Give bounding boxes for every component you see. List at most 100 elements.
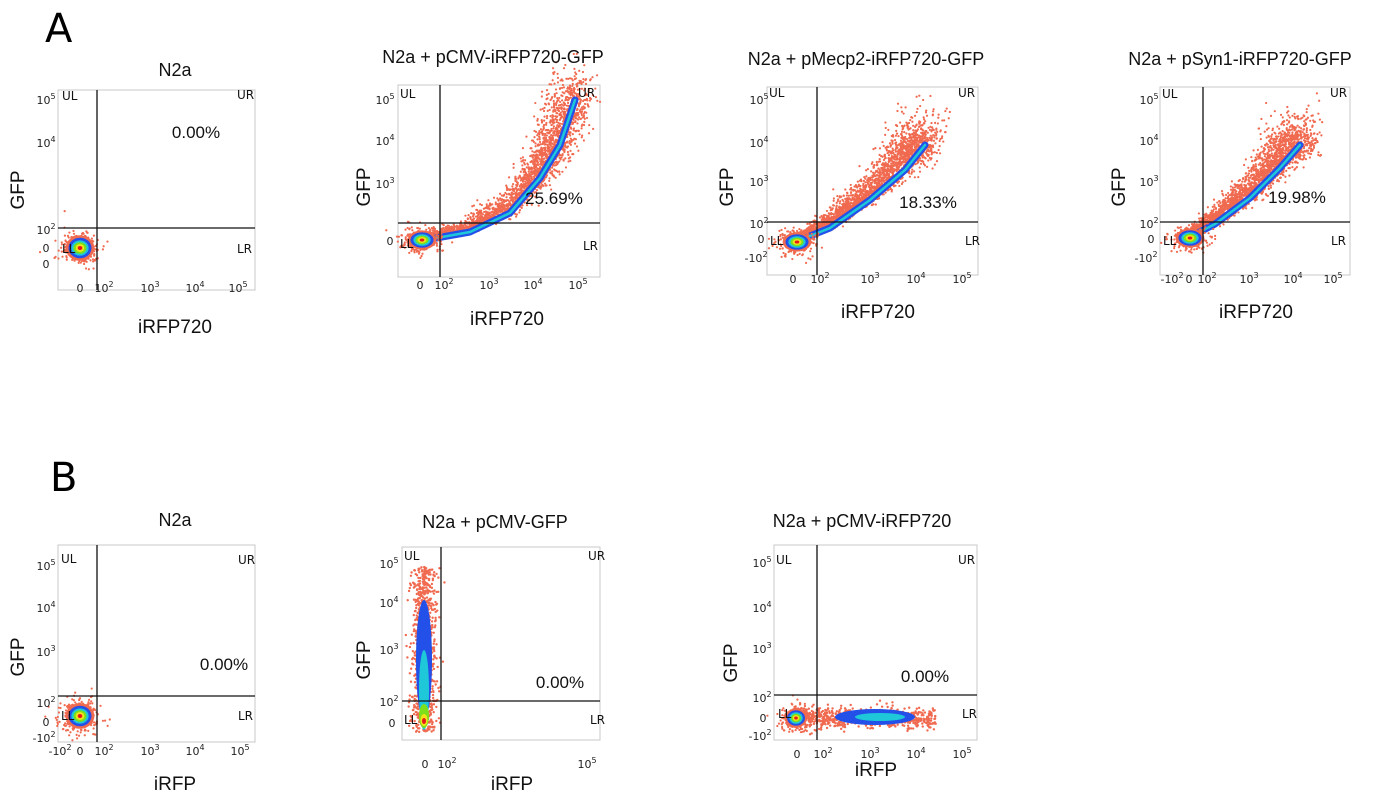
event-dot — [555, 115, 558, 119]
event-dot — [540, 148, 544, 152]
event-dot — [560, 78, 563, 81]
event-dot — [878, 153, 881, 156]
event-dot — [539, 165, 542, 169]
event-dot — [552, 110, 555, 113]
event-dot — [505, 203, 508, 206]
density-contour — [419, 238, 425, 242]
event-dot — [558, 156, 561, 160]
event-dot — [573, 142, 577, 145]
event-dot — [521, 180, 525, 183]
event-dot — [900, 130, 904, 133]
event-dot — [72, 229, 75, 233]
event-dot — [529, 170, 532, 174]
y-tick-label: 104 — [375, 133, 394, 148]
event-dot — [930, 139, 933, 142]
event-dot — [581, 70, 585, 74]
density-contour — [77, 245, 83, 251]
event-dot — [494, 203, 497, 206]
event-dot — [884, 133, 887, 136]
event-dot — [564, 157, 567, 160]
event-dot — [530, 166, 533, 169]
event-dot — [463, 226, 466, 229]
event-dot — [534, 101, 537, 105]
event-dot — [559, 122, 562, 125]
event-dot — [545, 154, 548, 158]
event-dot — [446, 227, 449, 230]
event-dot — [545, 121, 548, 125]
event-dot — [543, 182, 547, 185]
event-dot — [539, 153, 543, 157]
event-dot — [545, 117, 549, 120]
event-dot — [554, 88, 558, 91]
event-dot — [505, 196, 508, 199]
event-dot — [539, 143, 542, 146]
event-dot — [901, 128, 904, 131]
event-dot — [547, 92, 550, 96]
event-dot — [501, 203, 504, 206]
event-dot — [538, 149, 542, 152]
event-dot — [571, 133, 574, 136]
quadrant-percentage: 25.69% — [525, 189, 583, 208]
event-dot — [532, 158, 535, 161]
event-dot — [518, 209, 522, 212]
event-dot — [543, 157, 546, 160]
event-dot — [563, 102, 566, 105]
event-dot — [545, 184, 548, 187]
event-dot — [521, 177, 524, 180]
event-dot — [895, 124, 898, 127]
x-tick-label: 0 — [77, 282, 84, 295]
event-dot — [846, 192, 849, 195]
event-dot — [938, 152, 942, 155]
event-dot — [441, 235, 444, 238]
event-dot — [566, 140, 569, 143]
event-dot — [67, 236, 70, 239]
event-dot — [532, 153, 535, 157]
event-dot — [85, 230, 88, 233]
event-dot — [548, 138, 551, 141]
event-dot — [497, 210, 500, 213]
event-dot — [935, 128, 938, 131]
event-dot — [514, 197, 518, 200]
event-dot — [575, 73, 578, 76]
event-dot — [551, 79, 554, 82]
event-dot — [556, 99, 559, 102]
event-dot — [65, 258, 68, 261]
event-dot — [594, 96, 598, 99]
event-dot — [505, 193, 508, 196]
event-dot — [539, 128, 543, 131]
event-dot — [54, 255, 57, 259]
event-dot — [72, 232, 76, 235]
event-dot — [540, 155, 543, 159]
event-dot — [515, 183, 518, 187]
event-dot — [60, 250, 63, 253]
event-dot — [598, 100, 602, 103]
event-dot — [926, 165, 929, 168]
event-dot — [540, 131, 543, 134]
plot-title: N2a — [158, 60, 192, 80]
event-dot — [595, 74, 599, 77]
event-dot — [534, 142, 537, 145]
event-dot — [531, 150, 534, 153]
event-dot — [502, 194, 505, 197]
event-dot — [587, 132, 591, 135]
event-dot — [860, 180, 863, 183]
event-dot — [538, 131, 541, 134]
event-dot — [534, 165, 537, 169]
event-dot — [543, 102, 547, 105]
event-dot — [548, 150, 551, 153]
event-dot — [419, 256, 422, 259]
event-dot — [582, 123, 586, 127]
event-dot — [932, 108, 935, 111]
event-dot — [555, 162, 559, 165]
event-dot — [530, 176, 533, 179]
event-dot — [429, 228, 432, 231]
event-dot — [841, 225, 845, 228]
y-tick-label: 0 — [43, 242, 50, 255]
event-dot — [507, 176, 511, 179]
event-dot — [925, 138, 928, 141]
event-dot — [575, 83, 579, 86]
event-dot — [545, 114, 549, 118]
event-dot — [907, 121, 911, 125]
event-dot — [560, 86, 564, 90]
